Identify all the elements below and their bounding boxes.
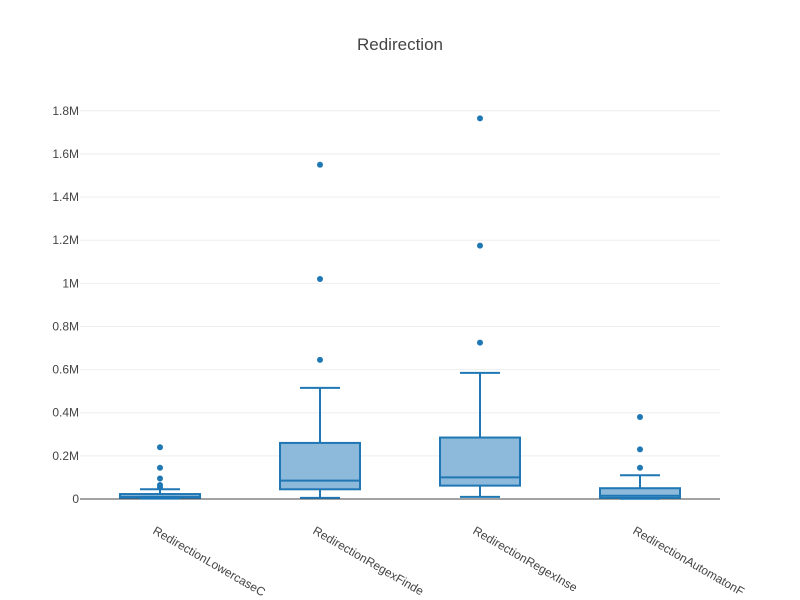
outlier-point bbox=[477, 242, 483, 249]
outlier-point bbox=[637, 464, 643, 471]
y-tick-label: 1.6M bbox=[52, 147, 79, 161]
outlier-point bbox=[157, 481, 163, 488]
outlier-point bbox=[157, 444, 163, 451]
box-2 bbox=[279, 161, 361, 499]
outlier-point bbox=[637, 446, 643, 453]
outlier-point bbox=[637, 414, 643, 421]
iqr-box bbox=[599, 487, 681, 499]
outlier-point bbox=[157, 464, 163, 471]
x-tick-label: RedirectionRegexInse bbox=[471, 523, 581, 594]
x-tick-label: RedirectionRegexFinde bbox=[311, 523, 427, 598]
box-1 bbox=[119, 444, 201, 500]
y-tick-label: 0.8M bbox=[52, 319, 79, 333]
y-tick-label: 0.2M bbox=[52, 449, 79, 463]
outlier-point bbox=[477, 115, 483, 122]
x-tick-label: RedirectionAutomatonF bbox=[631, 523, 747, 598]
box-3 bbox=[439, 115, 521, 498]
gridlines bbox=[80, 110, 720, 500]
outlier-point bbox=[477, 339, 483, 346]
iqr-box bbox=[279, 441, 361, 491]
y-tick-label: 1.8M bbox=[52, 104, 79, 118]
outlier-point bbox=[317, 276, 323, 283]
boxes bbox=[119, 115, 681, 500]
y-axis-ticks: 0 0.2M 0.4M 0.6M 0.8M 1M 1.2M 1.4M 1.6M 1.8M bbox=[52, 104, 79, 506]
outlier-point bbox=[317, 161, 323, 168]
y-tick-label: 1.4M bbox=[52, 190, 79, 204]
y-tick-label: 0.6M bbox=[52, 363, 79, 377]
chart-title: Redirection bbox=[357, 35, 443, 54]
y-tick-label: 1.2M bbox=[52, 233, 79, 247]
outlier-point bbox=[157, 475, 163, 482]
outlier-point bbox=[317, 356, 323, 363]
y-tick-label: 1M bbox=[62, 276, 79, 290]
x-axis-ticks: RedirectionLowercaseC RedirectionRegexFin… bbox=[151, 523, 747, 599]
y-tick-label: 0 bbox=[72, 492, 79, 506]
x-tick-label: RedirectionLowercaseC bbox=[151, 523, 269, 599]
box-4 bbox=[599, 414, 681, 500]
y-tick-label: 0.4M bbox=[52, 406, 79, 420]
